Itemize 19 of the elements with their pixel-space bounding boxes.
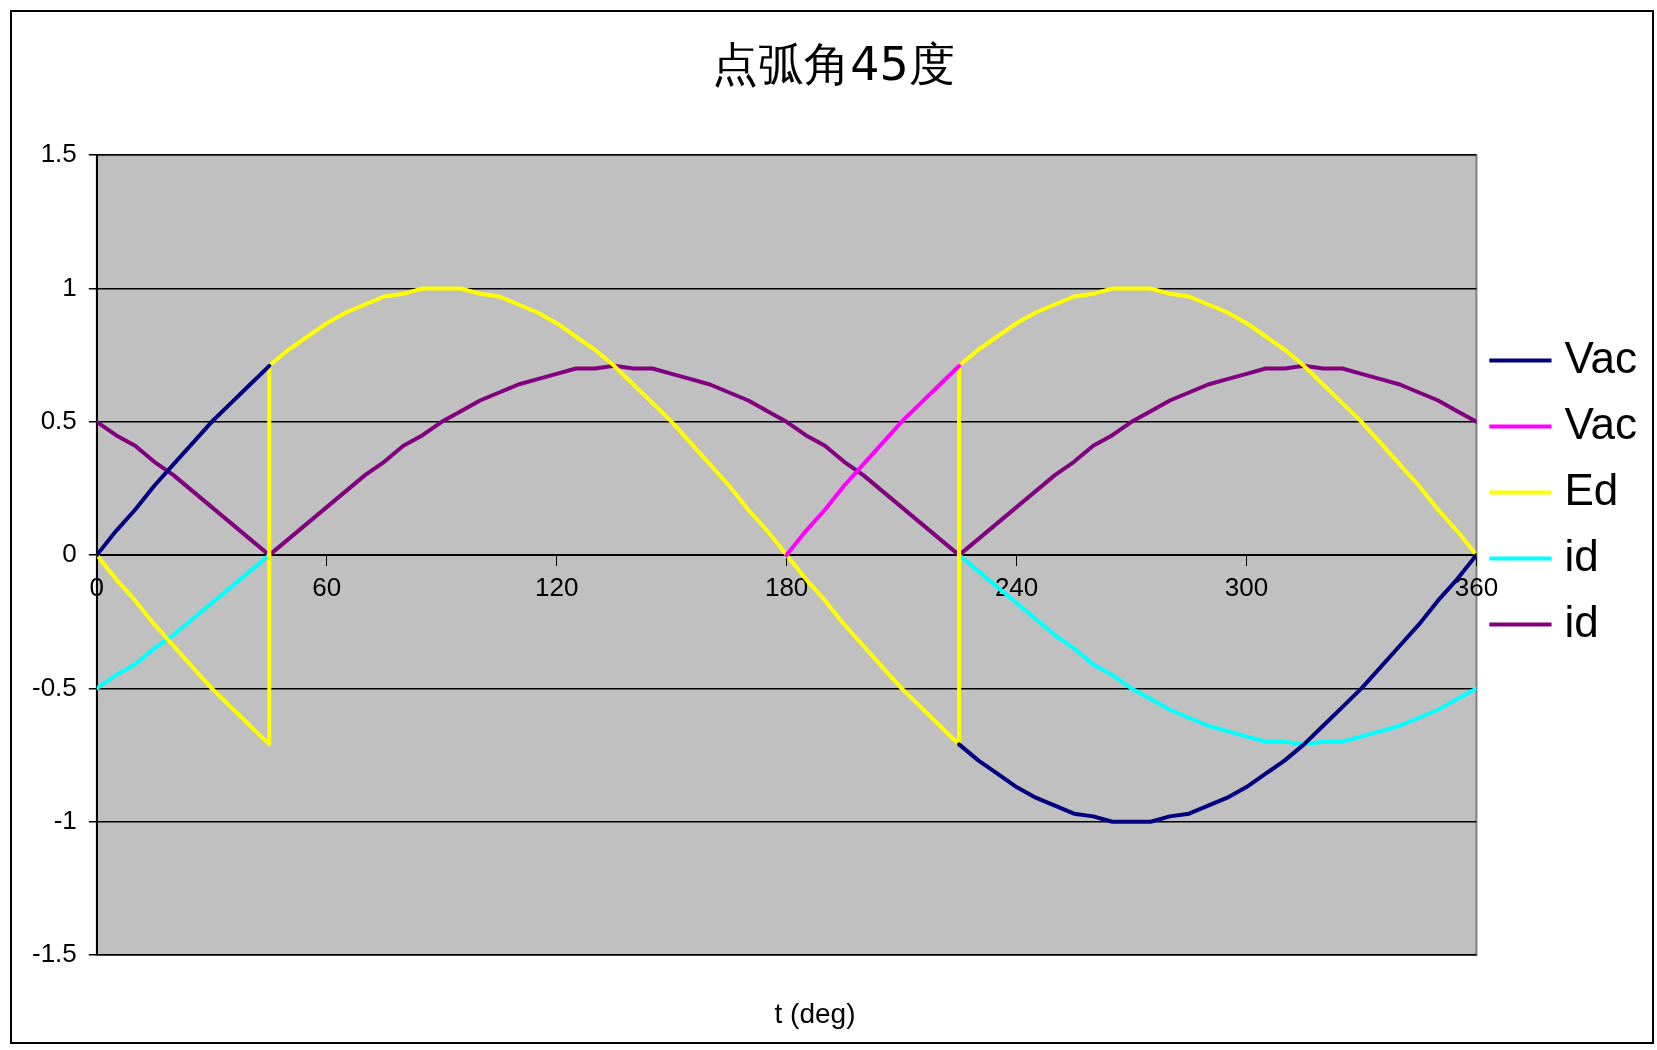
x-axis-title: t (deg) (773, 998, 857, 1030)
y-tick-label: -1.5 (31, 938, 77, 969)
y-tick-label: 0.5 (40, 404, 77, 435)
x-tick-label: 120 (534, 571, 579, 602)
legend-label: Ed (1564, 464, 1619, 514)
x-tick-label: 60 (312, 571, 342, 602)
legend-label: Vac (1564, 398, 1638, 448)
x-tick-label: 360 (1454, 571, 1499, 602)
y-tick-label: 1 (62, 271, 77, 302)
chart-title: 点弧角45度 (712, 36, 955, 91)
y-tick-label: -0.5 (31, 671, 77, 702)
legend-label: Vac (1564, 332, 1638, 382)
x-tick-label: 300 (1224, 571, 1269, 602)
x-tick-label: 180 (764, 571, 809, 602)
legend-label: id (1564, 530, 1599, 580)
legend-label: id (1564, 596, 1599, 646)
y-tick-label: -1 (53, 804, 77, 835)
y-tick-label: 0 (62, 538, 77, 569)
y-tick-label: 1.5 (40, 138, 77, 169)
